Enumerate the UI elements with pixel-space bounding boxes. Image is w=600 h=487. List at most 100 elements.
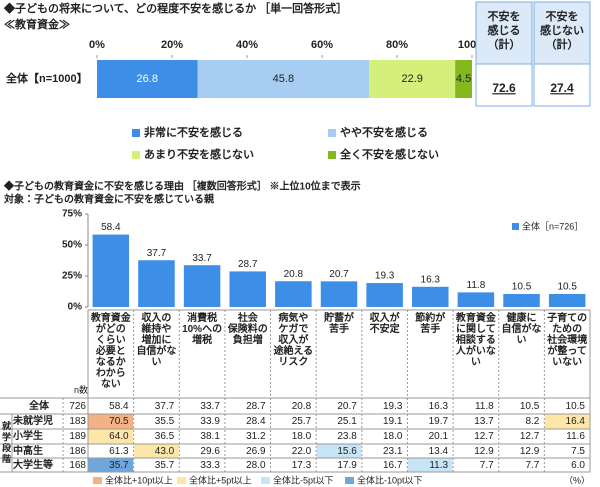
legend-swatch [328,129,336,137]
cell-highlight [88,414,134,429]
table-cell: 20.8 [291,400,312,412]
table-cell: 61.3 [109,445,129,457]
table-cell: 70.5 [109,416,129,427]
legend-label: あまり不安を感じない [144,147,254,161]
row-n: 168 [69,459,86,471]
column-header: 収入が 不安定 [369,313,400,335]
table-cell: 17.9 [337,459,357,471]
legend-label: 全体比+5pt以上 [189,474,252,485]
table-cell: 7.7 [479,459,494,471]
table-cell: 36.5 [154,431,175,442]
table-cell: 16.7 [382,459,403,471]
row-n: 186 [69,445,86,457]
legend-swatch [132,151,140,159]
summary-value: 27.4 [550,81,574,95]
cell-highlight [134,444,179,458]
bar [366,283,403,307]
legend-swatch [132,129,140,137]
legend-swatch [345,477,354,484]
table-cell: 12.7 [474,431,494,442]
summary-label: 不安を 感じる （計） [487,11,521,51]
table-cell: 17.3 [291,459,312,471]
value-label: 45.8 [273,73,294,85]
table-cell: 35.5 [154,416,175,427]
column-header: 社会 保険料の 負担増 [227,313,268,346]
table-cell: 19.3 [382,400,403,412]
row-n: 189 [69,431,86,442]
x-tick-label: 60% [311,39,333,51]
row-label: 未就学児 [13,416,53,427]
legend-swatch [93,477,102,484]
value-label: 19.3 [375,271,395,282]
x-tick-label: 0% [89,39,105,51]
table-cell: 22.0 [291,445,312,457]
table-cell: 7.5 [571,445,585,457]
n-header: n数 [73,385,88,395]
table-cell: 23.8 [337,431,357,442]
legend-label: 全体比-10pt以下 [357,474,423,485]
summary-header [475,1,533,65]
chart-title: ◆子どもの将来について、どの程度不安を感じるか ［単一回答形式］ [3,1,347,15]
value-label: 58.4 [101,222,121,233]
table-cell: 12.7 [519,431,540,442]
bar [320,281,358,307]
row-label: 大学生等 [13,459,53,471]
table-cell: 7.7 [525,459,540,471]
table-cell: 33.3 [200,459,220,471]
column-header: 健康に 自信がな い [501,313,542,346]
table-cell: 19.1 [382,416,403,427]
value-label: 16.3 [421,274,441,285]
table-cell: 13.4 [428,445,449,457]
table-cell: 28.7 [246,400,266,412]
column-header: 教育資金 に関して 相談する 人がいな い [455,313,496,368]
cell-highlight [88,458,134,472]
table-cell: 23.1 [382,445,403,457]
column-header: 病気や ケガで 収入が 途絶える リスク [273,313,314,368]
bar-segment [197,60,370,98]
row-label: 中高生 [13,445,43,457]
cell-highlight [407,458,453,472]
legend-label: 全く不安を感じない [340,147,439,161]
chart-subtitle: 対象：子どもの教育資金に不安を感じている親 [3,193,214,206]
legend-label: 非常に不安を感じる [144,125,243,139]
chart-title: ◆子どもの教育資金に不安を感じる理由 ［複数回答形式］ ※上位10位まで表示 [3,180,361,193]
bar [503,293,540,307]
cell-highlight [544,414,590,429]
table-cell: 18.0 [382,431,403,442]
value-label: 4.5 [456,73,471,85]
unit-label: （%） [564,475,590,485]
bar [138,260,175,307]
bar [229,271,266,307]
value-label: 26.8 [137,73,158,85]
bar-segment [455,60,472,98]
table-cell: 10.5 [519,400,540,412]
table-cell: 12.9 [474,445,494,457]
table-cell: 33.9 [200,416,220,427]
row-label: 全体 [29,400,49,412]
bar [275,281,312,307]
table-cell: 58.4 [109,400,129,412]
value-label: 20.8 [284,269,304,280]
y-tick-label: 50% [62,240,82,251]
value-label: 10.5 [512,282,532,293]
y-tick-label: 75% [62,209,82,220]
table-cell: 28.4 [246,416,266,427]
y-tick-label: 25% [62,271,82,282]
table-cell: 11.3 [429,459,449,471]
bar [548,293,586,307]
value-label: 20.7 [329,269,349,280]
table-cell: 35.7 [109,459,129,471]
value-label: 28.7 [238,259,258,270]
column-header: 節約が 苦手 [415,313,446,335]
table-cell: 35.7 [154,459,175,471]
legend-label: 全体［n=726］ [522,220,583,231]
table-cell: 11.8 [474,400,494,412]
column-header: 消費税 10%への 増税 [182,313,223,346]
bar [92,234,130,307]
x-tick-label: 80% [386,39,408,51]
table-cell: 28.0 [246,459,266,471]
row-n: 726 [69,400,86,412]
table-cell: 20.7 [337,400,357,412]
